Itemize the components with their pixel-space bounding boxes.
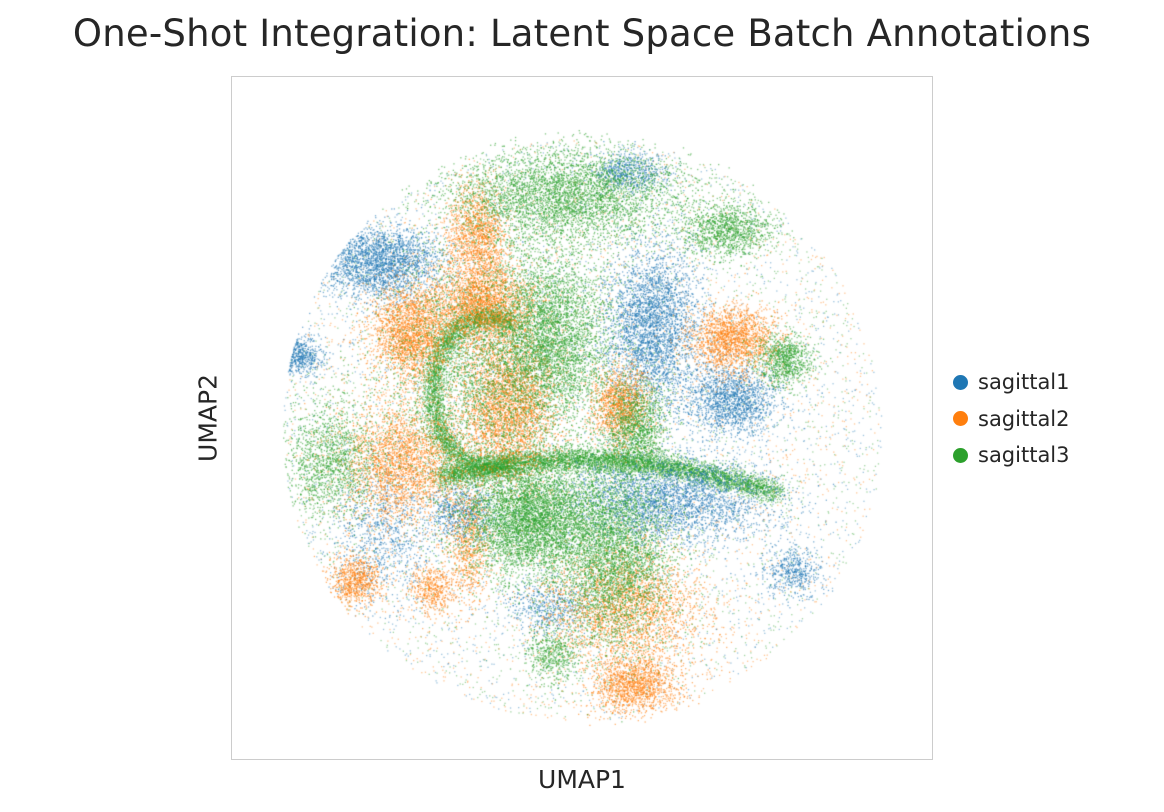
legend: sagittal1 sagittal2 sagittal3: [953, 364, 1070, 474]
legend-marker-sagittal2: [953, 411, 968, 427]
y-axis-label: UMAP2: [193, 374, 223, 462]
plot-area: [231, 76, 933, 760]
x-axis-label: UMAP1: [538, 765, 626, 794]
legend-marker-sagittal3: [953, 447, 968, 463]
legend-label-sagittal2: sagittal2: [978, 406, 1070, 431]
legend-label-sagittal3: sagittal3: [978, 443, 1070, 468]
legend-item-sagittal3: sagittal3: [953, 437, 1070, 474]
legend-item-sagittal2: sagittal2: [953, 401, 1070, 438]
legend-item-sagittal1: sagittal1: [953, 364, 1070, 401]
legend-label-sagittal1: sagittal1: [978, 370, 1070, 395]
legend-marker-sagittal1: [953, 374, 968, 390]
scatter-points: [232, 77, 931, 758]
chart-title: One-Shot Integration: Latent Space Batch…: [72, 12, 1092, 55]
